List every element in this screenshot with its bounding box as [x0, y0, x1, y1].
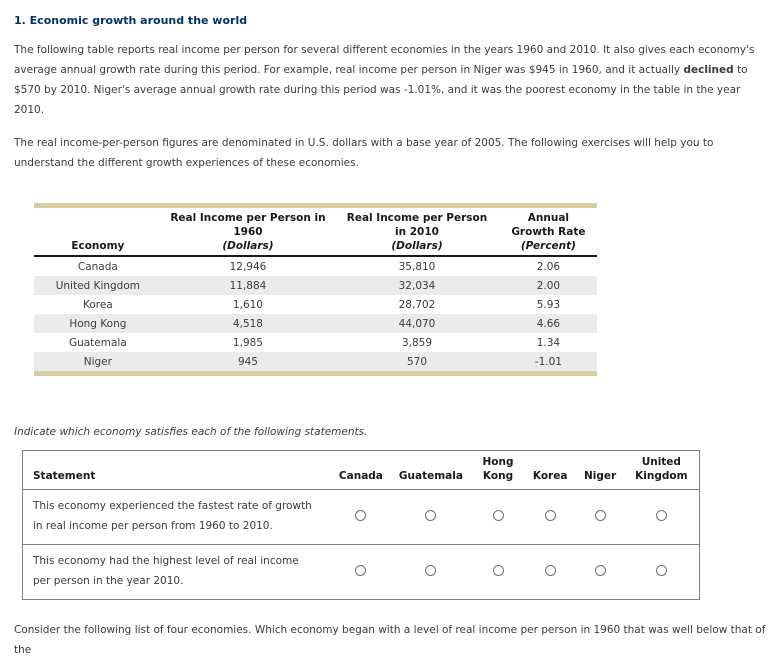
income-2010-cell: 28,702 — [398, 298, 436, 311]
radio-cell — [524, 545, 577, 600]
radio-statement1-hong-kong[interactable] — [492, 510, 504, 521]
column-header-niger: Niger — [583, 470, 617, 482]
income-1960-cell: 1,985 — [232, 336, 263, 349]
growth-rate-unit: (Percent) — [520, 240, 576, 252]
economy-cell: Korea — [82, 298, 113, 311]
income-2010-cell: 570 — [406, 355, 428, 368]
statement-table-header-row: Statement Canada Guatemala Hong Kong Kor… — [22, 451, 700, 490]
income-1960-cell: 1,610 — [232, 298, 263, 311]
radio-cell — [624, 545, 700, 600]
radio-statement1-canada[interactable] — [355, 510, 367, 521]
intro-p1-after: to $570 by 2010. Niger's average annual … — [14, 64, 748, 116]
statement-row-2: This economy had the highest level of re… — [22, 545, 700, 600]
income-1960-cell: 945 — [237, 355, 258, 368]
table-row: Hong Kong 4,518 44,070 4.66 — [34, 314, 597, 333]
income-1960-unit: (Dollars) — [222, 240, 274, 252]
income-2010-cell: 32,034 — [398, 279, 436, 292]
income-1960-cell: 12,946 — [229, 260, 267, 273]
radio-statement2-niger[interactable] — [594, 565, 606, 576]
income-2010-cell: 35,810 — [398, 260, 436, 273]
economy-column-header: Economy — [34, 205, 162, 257]
radio-cell — [472, 490, 524, 545]
growth-rate-column-header: Annual Growth Rate (Percent) — [499, 205, 597, 257]
economy-cell: Guatemala — [68, 336, 127, 349]
radio-statement2-united-kingdom[interactable] — [655, 565, 667, 576]
column-header-canada: Canada — [338, 470, 383, 482]
intro-p1-bold-word: declined — [683, 64, 734, 76]
intro-p1-before: The following table reports real income … — [14, 44, 755, 76]
income-1960-column-header: Real Income per Person in 1960 (Dollars) — [161, 205, 335, 257]
radio-cell — [576, 545, 623, 600]
growth-rate-cell: 2.06 — [536, 260, 561, 273]
table-row: Guatemala 1,985 3,859 1.34 — [34, 333, 597, 352]
radio-statement2-canada[interactable] — [355, 565, 367, 576]
economy-cell: United Kingdom — [55, 279, 140, 292]
statement-row-1: This economy experienced the fastest rat… — [22, 490, 700, 545]
radio-statement1-niger[interactable] — [594, 510, 606, 521]
income-table: Economy Real Income per Person in 1960 (… — [34, 203, 597, 376]
growth-rate-title: Annual Growth Rate — [511, 212, 586, 238]
column-header-korea: Korea — [532, 470, 568, 482]
radio-statement1-korea[interactable] — [544, 510, 556, 521]
footer-question-text: Consider the following list of four econ… — [14, 624, 766, 656]
income-table-header-row: Economy Real Income per Person in 1960 (… — [34, 205, 597, 257]
table-row: Niger 945 570 -1.01 — [34, 352, 597, 374]
growth-rate-cell: -1.01 — [534, 355, 562, 368]
growth-rate-cell: 2.00 — [536, 279, 561, 292]
column-header-united-kingdom: United Kingdom — [635, 456, 688, 482]
statement-table: Statement Canada Guatemala Hong Kong Kor… — [22, 450, 700, 600]
intro-paragraph-1: The following table reports real income … — [14, 40, 770, 120]
statement-text: This economy had the highest level of re… — [33, 555, 299, 587]
column-header-guatemala: Guatemala — [398, 470, 463, 482]
growth-rate-cell: 1.34 — [536, 336, 561, 349]
radio-cell — [390, 490, 472, 545]
radio-statement1-united-kingdom[interactable] — [655, 510, 667, 521]
radio-cell — [472, 545, 524, 600]
radio-statement2-korea[interactable] — [544, 565, 556, 576]
radio-cell — [390, 545, 472, 600]
intro-paragraph-2: The real income-per-person figures are d… — [14, 137, 714, 169]
radio-cell — [624, 490, 700, 545]
radio-statement2-hong-kong[interactable] — [492, 565, 504, 576]
income-2010-title: Real Income per Person in 2010 — [346, 212, 488, 238]
income-2010-unit: (Dollars) — [391, 240, 443, 252]
table-row: United Kingdom 11,884 32,034 2.00 — [34, 276, 597, 295]
income-2010-cell: 44,070 — [398, 317, 436, 330]
income-2010-column-header: Real Income per Person in 2010 (Dollars) — [334, 205, 500, 257]
economy-cell: Niger — [83, 355, 112, 368]
radio-statement2-guatemala[interactable] — [425, 565, 437, 576]
economy-cell: Canada — [77, 260, 118, 273]
radio-statement1-guatemala[interactable] — [425, 510, 437, 521]
statement-text: This economy experienced the fastest rat… — [33, 500, 312, 532]
radio-cell — [332, 545, 390, 600]
income-1960-cell: 11,884 — [229, 279, 267, 292]
table-row: Canada 12,946 35,810 2.06 — [34, 256, 597, 276]
income-1960-title: Real Income per Person in 1960 — [170, 212, 326, 238]
statement-column-header: Statement — [33, 470, 96, 482]
growth-rate-cell: 5.93 — [536, 298, 561, 311]
radio-cell — [576, 490, 623, 545]
page-title: 1. Economic growth around the world — [14, 14, 248, 27]
table-row: Korea 1,610 28,702 5.93 — [34, 295, 597, 314]
income-2010-cell: 3,859 — [401, 336, 433, 349]
column-header-hong-kong: Hong Kong — [482, 456, 514, 482]
economy-cell: Hong Kong — [69, 317, 127, 330]
instruction-text: Indicate which economy satisfies each of… — [14, 426, 368, 438]
radio-cell — [332, 490, 390, 545]
income-1960-cell: 4,518 — [232, 317, 263, 330]
growth-rate-cell: 4.66 — [536, 317, 561, 330]
radio-cell — [524, 490, 577, 545]
